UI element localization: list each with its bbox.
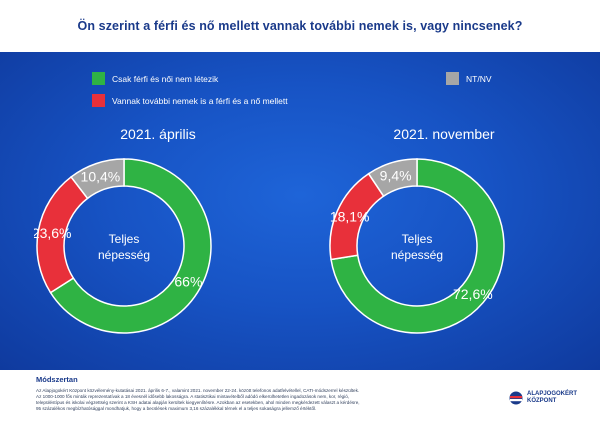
legend-label: NT/NV [466,73,492,84]
donut-slice [49,158,212,334]
methodology-line: Az Alapjogokért Központ közvélemény-kuta… [36,388,360,393]
donut-center-label: népesség [98,248,150,262]
donut-value-label: 18,1% [330,209,370,225]
methodology-line: 95 százalékos megbízhatósággal mondhatju… [36,406,317,411]
logo-mark-icon [509,391,523,405]
legend-swatch-green [92,72,105,85]
alapjogokert-logo: ALAPJOGOKÉRT KÖZPONT [509,390,577,406]
donut-value-label: 10,4% [81,168,121,184]
chart-title-november: 2021. november [393,126,495,142]
donut-value-label: 9,4% [380,168,412,184]
chart-title-april: 2021. április [120,126,196,142]
logo-line-1: ALAPJOGOKÉRT [527,391,578,397]
methodology-heading: Módszertan [36,375,78,384]
logo-line-2: KÖZPONT [527,398,557,404]
logo-text: ALAPJOGOKÉRT KÖZPONT [527,391,577,405]
legend-swatch-red [92,94,105,107]
donut-slice [330,158,505,334]
donut-slice [70,158,125,200]
donut-center-label: népesség [391,248,443,262]
legend-label: Csak férfi és női nem létezik [112,73,219,84]
header: Ön szerint a férfi és nő mellett vannak … [0,0,600,52]
donut-value-label: 23,6% [34,225,71,241]
donut-slice [367,158,418,198]
legend-item-dont-know: NT/NV [446,72,492,85]
donut-center-label: Teljes [109,232,140,246]
methodology-line: településtípus és iskolai végzettség sze… [36,400,360,405]
legend-item-only-two: Csak férfi és női nem létezik [92,72,218,85]
methodology-line: Az 1000-1000 fős minták reprezentatívak … [36,394,350,399]
donut-value-label: 66% [174,273,202,289]
donut-chart-november: 72,6% 18,1% 9,4% Teljes népesség [329,158,505,334]
legend-item-more-genders: Vannak további nemek is a férfi és a nő … [92,94,288,107]
footer: Módszertan Az Alapjogokért Központ közvé… [0,370,600,424]
legend-label: Vannak további nemek is a férfi és a nő … [112,95,288,106]
chart-panel: Csak férfi és női nem létezik Vannak tov… [0,52,600,370]
donut-value-label: 72,6% [453,286,493,302]
methodology-text: Az Alapjogokért Központ közvélemény-kuta… [36,388,486,412]
legend-swatch-gray [446,72,459,85]
page-title: Ön szerint a férfi és nő mellett vannak … [77,19,523,33]
donut-chart-april: 66% 23,6% 10,4% Teljes népesség [34,158,212,334]
donut-center-label: Teljes [402,232,433,246]
